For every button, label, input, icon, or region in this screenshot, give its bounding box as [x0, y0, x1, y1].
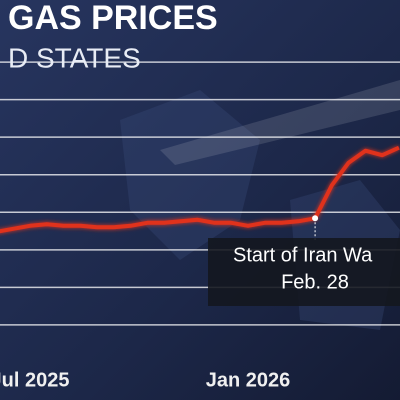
annotation-text: Feb. 28: [281, 271, 349, 293]
annotation-box: [208, 238, 400, 306]
chart-subtitle: D STATES: [8, 42, 141, 73]
light-streak: [160, 80, 400, 165]
annotation-dot: [312, 215, 319, 222]
chart-title: GAS PRICES: [8, 0, 218, 37]
x-tick-label: Jan 2026: [206, 369, 291, 391]
x-tick-label: Jul 2025: [0, 369, 69, 391]
price-line: [0, 145, 400, 234]
annotation-text: Start of Iran Wa: [233, 244, 373, 266]
